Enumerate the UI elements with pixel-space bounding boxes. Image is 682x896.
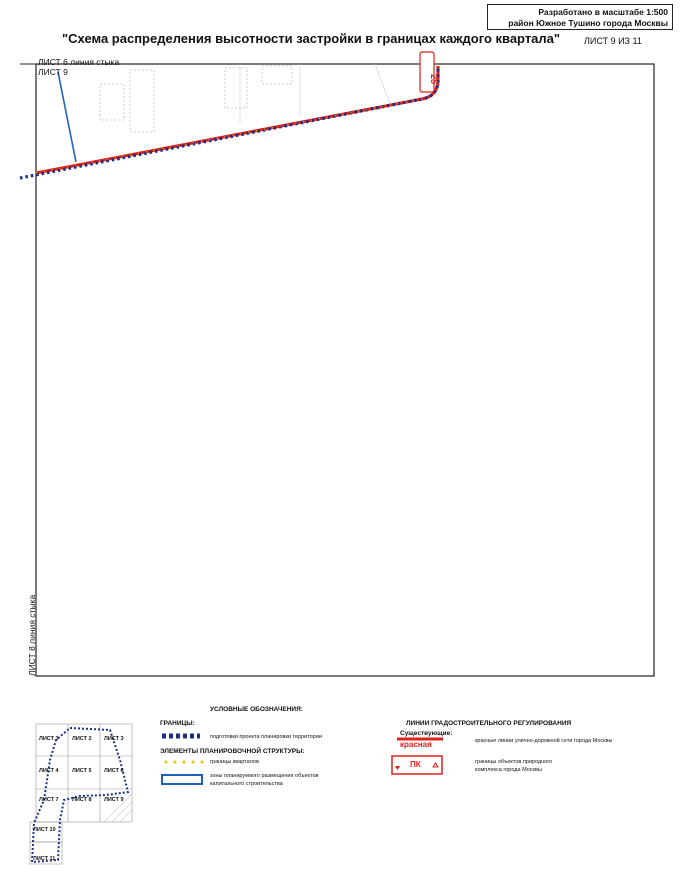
key-sheet-5: ЛИСТ 5 xyxy=(72,768,92,774)
key-map-hatch xyxy=(103,793,133,823)
legend-elements-head: ЭЛЕМЕНТЫ ПЛАНИРОВОЧНОЙ СТРУКТУРЫ: xyxy=(160,748,305,755)
key-sheet-2: ЛИСТ 2 xyxy=(72,736,92,742)
legend-pk-1: границы объектов природного xyxy=(475,759,553,765)
legend-boundaries-head: ГРАНИЦЫ: xyxy=(160,720,195,727)
faint-buildings xyxy=(99,65,293,133)
quarters-symbol xyxy=(164,760,204,764)
legend-red-lines: красные линии улично-дорожной сети город… xyxy=(475,738,613,744)
height-marker xyxy=(419,51,435,93)
stamp-line-1: Разработано в масштабе 1:500 xyxy=(538,7,668,17)
legend-quarters: границы кварталов xyxy=(210,759,259,765)
key-sheet-9: ЛИСТ 9 xyxy=(104,797,124,803)
top-join-label: ЛИСТ 6 линия стыка xyxy=(38,57,120,67)
height-marker-text: 25 xyxy=(429,74,439,84)
pk-symbol-label: ПК xyxy=(410,760,421,769)
faint-lines xyxy=(239,63,391,124)
zones-symbol xyxy=(161,774,203,785)
key-sheet-11: ЛИСТ 11 xyxy=(33,856,56,862)
key-sheet-7: ЛИСТ 7 xyxy=(39,797,59,803)
legend-regulation-head: ЛИНИИ ГРАДОСТРОИТЕЛЬНОГО РЕГУЛИРОВАНИЯ xyxy=(406,720,572,727)
key-map-grid xyxy=(29,723,133,865)
key-map-boundary xyxy=(30,726,130,864)
key-sheet-1: ЛИСТ 1 xyxy=(39,736,59,742)
legend-zones-2: капитального строительства xyxy=(210,781,283,787)
legend-zones-1: зоны планируемого размещения объектов xyxy=(210,773,319,779)
key-sheet-3: ЛИСТ 3 xyxy=(104,736,124,742)
key-sheet-4: ЛИСТ 4 xyxy=(39,768,59,774)
key-sheet-10: ЛИСТ 10 xyxy=(33,827,56,833)
stamp-line-2: район Южное Тушино города Москвы xyxy=(508,18,668,28)
map-frame xyxy=(35,63,655,677)
key-sheet-6: ЛИСТ 6 xyxy=(104,768,124,774)
sheet-number: ЛИСТ 9 ИЗ 11 xyxy=(584,36,642,46)
legend-pk-2: комплекса города Москвы xyxy=(475,767,542,773)
key-sheet-8: ЛИСТ 8 xyxy=(72,797,92,803)
zone-boundary-line xyxy=(57,71,77,163)
legend-project-boundary: подготовки проекта планировки территории xyxy=(210,734,322,740)
red-symbol-label: красная xyxy=(400,740,432,749)
legend-existing-head: Существующие: xyxy=(400,730,453,737)
scale-stamp: Разработано в масштабе 1:500 район Южное… xyxy=(487,4,673,30)
sheet-label: ЛИСТ 9 xyxy=(38,67,68,77)
page-title: "Схема распределения высотности застройк… xyxy=(62,31,561,46)
project-boundary xyxy=(19,66,440,180)
legend-title: УСЛОВНЫЕ ОБОЗНАЧЕНИЯ: xyxy=(210,706,303,713)
pk-symbol xyxy=(391,755,443,775)
